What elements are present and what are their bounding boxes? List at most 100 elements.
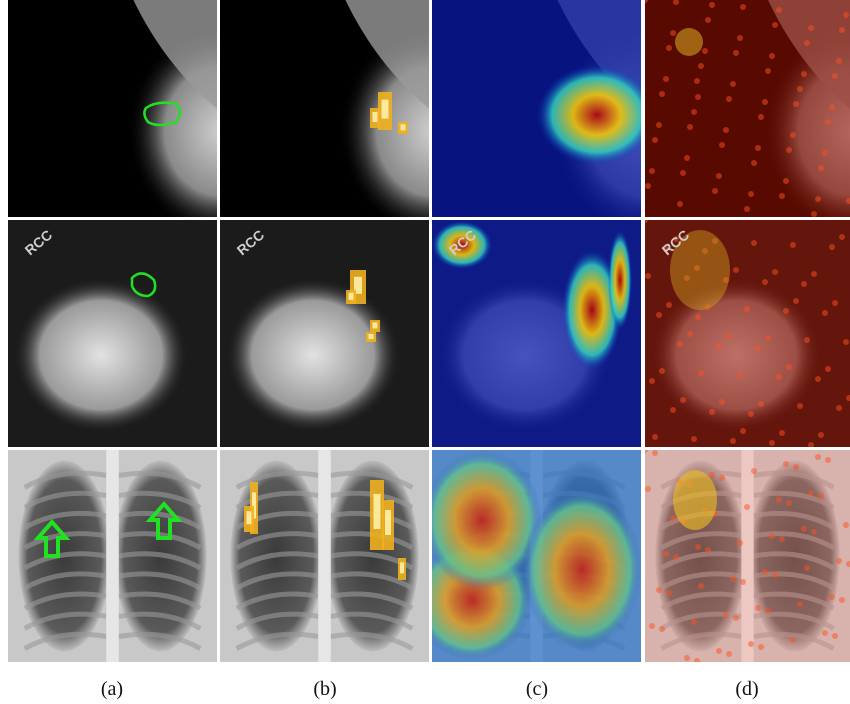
attribution-speck [822,630,828,636]
attribution-speck [839,597,845,603]
attribution-speck [744,306,750,312]
attribution-speck [659,91,665,97]
attribution-speck [811,271,817,277]
caption: (c) [526,678,548,700]
attribution-speck [670,515,676,521]
attribution-speck [737,540,743,546]
attribution-speck [769,533,775,539]
attribution-speck [762,279,768,285]
attribution-speck [709,472,715,478]
attribution-speck [769,53,775,59]
attribution-speck [723,127,729,133]
attribution-speck [698,63,704,69]
saliency-core [369,334,374,339]
attribution-speck [698,370,704,376]
attribution-speck [733,615,739,621]
attribution-speck [680,397,686,403]
attribution-speck [829,104,835,110]
attribution-speck [680,170,686,176]
attribution-speck [663,76,669,82]
attribution-speck [677,341,683,347]
attribution-speck [730,576,736,582]
attribution-speck [709,409,715,415]
attribution-speck [786,364,792,370]
attribution-speck [832,300,838,306]
attribution-speck [843,522,849,528]
attribution-speck [645,486,651,492]
page: RCCRCCRCCRCC (a) (b) (c) (d) (() => { co… [0,0,850,704]
attribution-speck [698,583,704,589]
attribution-hotspot [675,28,703,56]
attribution-speck [748,411,754,417]
attribution-speck [737,372,743,378]
attribution-speck [649,168,655,174]
attribution-speck [687,331,693,337]
breast [0,243,227,447]
saliency-core [373,112,378,122]
attribution-speck [737,35,743,41]
attribution-speck [818,432,824,438]
figure: RCCRCCRCCRCC (a) (b) (c) (d) [0,0,850,704]
attribution-speck [783,308,789,314]
attribution-speck [808,25,814,31]
attribution-speck [740,579,746,585]
captions: (a) (b) (c) (d) [101,678,759,700]
attribution-speck [776,7,782,13]
caption: (d) [735,678,758,700]
attribution-speck [825,366,831,372]
attribution-speck [843,339,849,345]
attribution-speck [776,374,782,380]
attribution-speck [829,244,835,250]
saliency-core [400,562,404,573]
attribution-speck [801,71,807,77]
attribution-speck [818,493,824,499]
attribution-speck [790,132,796,138]
attribution-speck [695,544,701,550]
attribution-speck [825,457,831,463]
attribution-speck [642,217,648,223]
attribution-speck [730,81,736,87]
attribution-speck [836,405,842,411]
attribution-speck [836,58,842,64]
breast [210,243,440,447]
spine [318,450,331,662]
attribution-speck [762,569,768,575]
attribution-speck [687,124,693,130]
image-panel [642,447,850,664]
attribution-speck [670,30,676,36]
attribution-speck [804,337,810,343]
image-panel [220,450,429,662]
attribution-speck [652,137,658,143]
attribution-speck [691,436,697,442]
image-panel: RCC [635,217,850,448]
attribution-speck [797,601,803,607]
attribution-speck [793,101,799,107]
attribution-speck [801,281,807,287]
attribution-speck [705,17,711,23]
attribution-speck [695,94,701,100]
attribution-speck [772,269,778,275]
attribution-speck [793,464,799,470]
attribution-speck [666,302,672,308]
heatmap-spot [522,490,642,650]
attribution-speck [652,434,658,440]
attribution-speck [744,504,750,510]
attribution-speck [765,68,771,74]
image-panel: RCC [0,220,227,447]
saliency-core [373,322,378,328]
attribution-speck [811,211,817,217]
heatmap-spot [608,230,632,330]
attribution-speck [822,310,828,316]
attribution-speck [694,658,700,664]
attribution-speck [751,160,757,166]
attribution-speck [758,401,764,407]
attribution-speck [645,183,651,189]
attribution-speck [790,242,796,248]
attribution-speck [716,173,722,179]
attribution-speck [730,438,736,444]
attribution-speck [804,40,810,46]
attribution-speck [695,314,701,320]
attribution-speck [719,475,725,481]
attribution-speck [719,142,725,148]
image-panel [8,450,217,662]
